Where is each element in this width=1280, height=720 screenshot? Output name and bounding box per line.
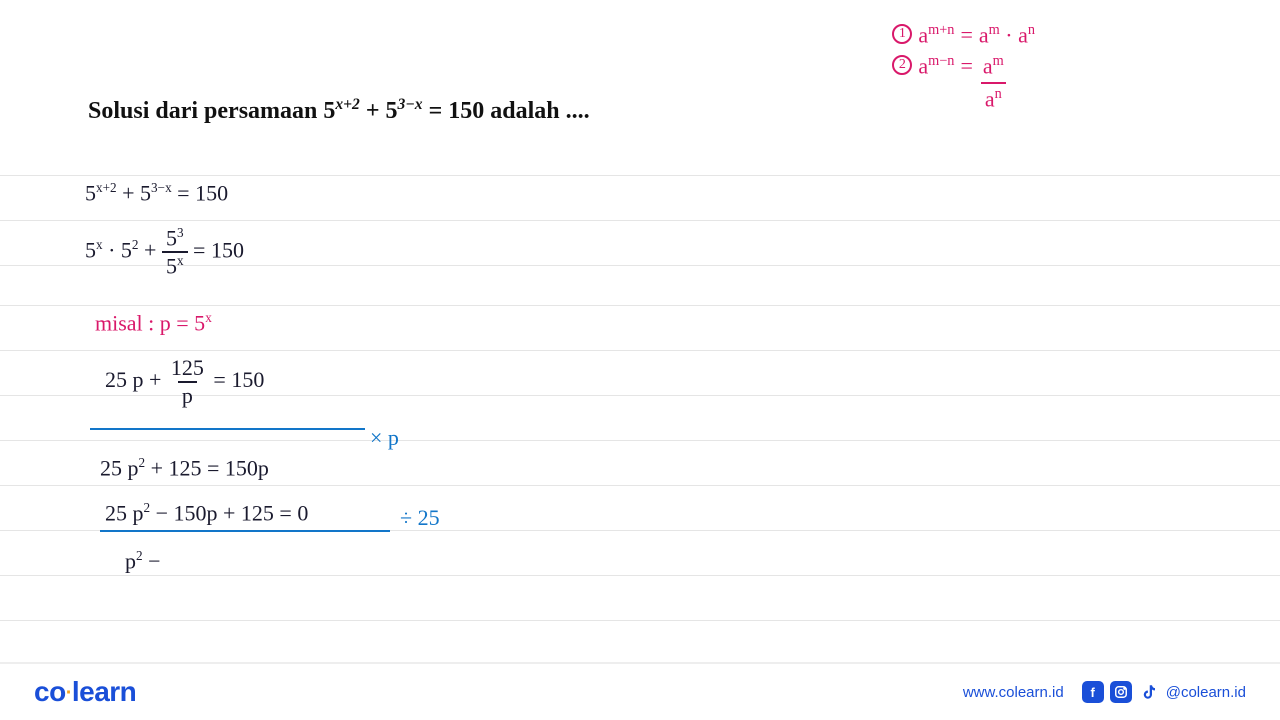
work-line: ÷ 25	[400, 505, 440, 531]
ruled-line	[0, 620, 1280, 621]
footer: co·learn www.colearn.id f @colearn.id	[0, 662, 1280, 720]
ruled-line	[0, 175, 1280, 176]
facebook-icon: f	[1082, 681, 1104, 703]
logo-co: co	[34, 676, 66, 707]
problem-statement: Solusi dari persamaan 5x+2 + 53−x = 150 …	[88, 96, 590, 125]
blue-underline	[100, 530, 390, 532]
ruled-line	[0, 575, 1280, 576]
rule-row: 2am−n=aman	[892, 51, 1035, 115]
problem-equation: 5x+2 + 53−x = 150	[323, 98, 484, 124]
work-line: misal : p = 5x	[95, 310, 212, 336]
ruled-line	[0, 485, 1280, 486]
footer-url: www.colearn.id	[963, 684, 1064, 701]
footer-handle: @colearn.id	[1166, 684, 1246, 701]
work-line: 5x · 52 + 535x = 150	[85, 225, 244, 280]
work-line: × p	[370, 425, 399, 451]
problem-suffix: adalah ....	[490, 98, 589, 124]
blue-underline	[90, 428, 365, 430]
logo-learn: learn	[72, 676, 136, 707]
work-line: 25 p2 + 125 = 150p	[100, 455, 269, 481]
work-line: 25 p + 125p = 150	[105, 355, 264, 409]
ruled-line	[0, 350, 1280, 351]
ruled-line	[0, 305, 1280, 306]
work-line: 5x+2 + 53−x = 150	[85, 180, 228, 206]
ruled-line	[0, 440, 1280, 441]
ruled-line	[0, 220, 1280, 221]
tiktok-icon	[1138, 681, 1160, 703]
work-line: 25 p2 − 150p + 125 = 0	[105, 500, 308, 526]
rule-row: 1am+n=am · an	[892, 20, 1035, 51]
footer-right: www.colearn.id f @colearn.id	[963, 681, 1246, 703]
logo: co·learn	[34, 676, 136, 708]
instagram-icon	[1110, 681, 1132, 703]
exponent-rules: 1am+n=am · an2am−n=aman	[892, 20, 1035, 115]
work-line: p2 −	[125, 548, 161, 574]
social-icons: f @colearn.id	[1082, 681, 1246, 703]
problem-prefix: Solusi dari persamaan	[88, 98, 323, 124]
